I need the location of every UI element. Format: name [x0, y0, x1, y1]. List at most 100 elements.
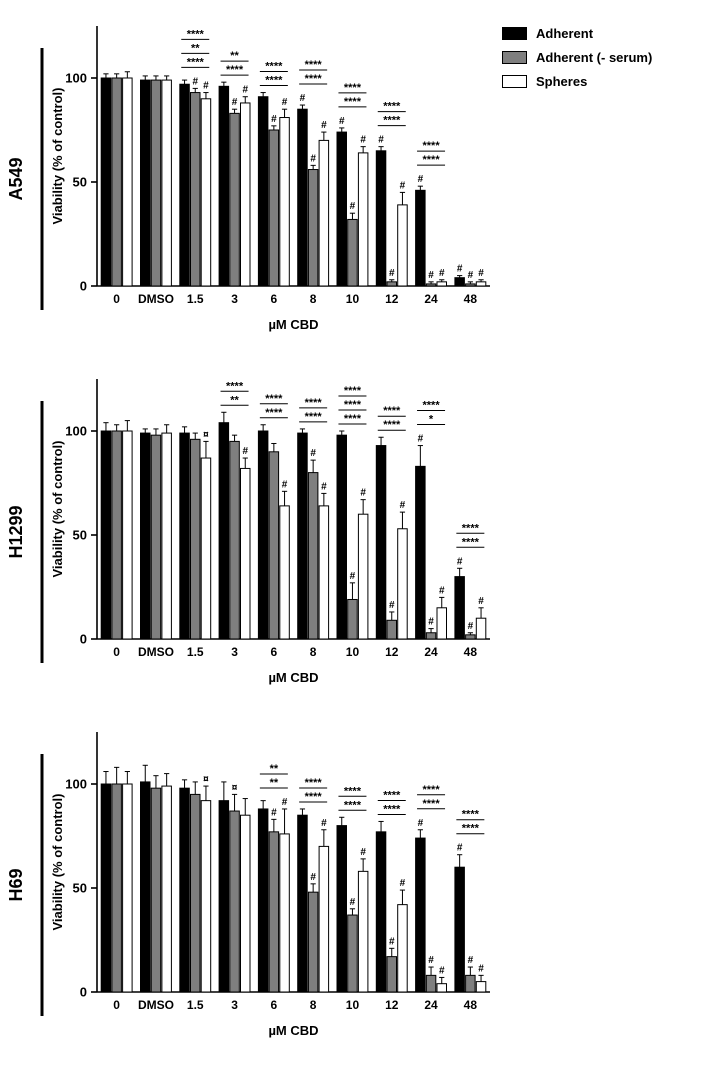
- bar: [229, 440, 240, 640]
- significance-stars: ****: [462, 536, 480, 548]
- bar: [161, 432, 172, 640]
- x-tick-label: 0: [113, 998, 120, 1012]
- significance-marker: #: [321, 481, 327, 492]
- x-tick-label: 24: [424, 645, 438, 659]
- bar: [375, 831, 387, 993]
- bar: [218, 800, 230, 993]
- significance-stars: ****: [383, 803, 401, 815]
- significance-marker: #: [389, 936, 395, 947]
- bar: [307, 472, 319, 640]
- cell-line-title: H1299: [6, 505, 26, 558]
- bar: [425, 974, 437, 993]
- bar: [111, 77, 122, 287]
- cell-line-title: H69: [6, 868, 26, 901]
- significance-stars: ****: [344, 399, 362, 411]
- legend-item-adherent-no-serum: Adherent (- serum): [502, 50, 652, 65]
- x-tick-label: 8: [310, 292, 317, 306]
- significance-marker: #: [400, 878, 406, 889]
- bar: [336, 825, 347, 993]
- significance-stars: **: [191, 42, 200, 54]
- bar: [475, 281, 487, 287]
- significance-stars: ****: [344, 385, 362, 397]
- bar: [475, 981, 487, 993]
- significance-stars: ****: [422, 784, 440, 796]
- x-axis-label: µM CBD: [268, 670, 318, 685]
- bar: [415, 837, 426, 993]
- significance-stars: ****: [383, 405, 401, 417]
- chart-a549: A549 Viability (% of control) 0 50 100 0 DMSO 1…: [6, 26, 490, 332]
- x-axis-label: µM CBD: [268, 1023, 318, 1038]
- bar: [190, 92, 201, 287]
- x-tick-label: 12: [385, 292, 399, 306]
- significance-marker: #: [271, 114, 277, 125]
- legend-swatch-adherent: [502, 27, 527, 40]
- significance-stars: ****: [305, 397, 323, 409]
- x-tick-label: 6: [271, 292, 278, 306]
- significance-stars: ****: [422, 400, 440, 412]
- significance-marker: #: [242, 85, 248, 96]
- bar: [297, 432, 308, 640]
- x-tick-label: 10: [346, 292, 360, 306]
- significance-marker: #: [350, 571, 356, 582]
- bar: [347, 218, 358, 287]
- y-tick-label: 50: [73, 175, 87, 190]
- significance-marker: #: [282, 479, 288, 490]
- significance-marker: #: [418, 174, 424, 185]
- significance-marker: #: [468, 270, 474, 281]
- significance-stars: ****: [462, 823, 480, 835]
- significance-marker: #: [242, 446, 248, 457]
- legend-item-spheres: Spheres: [502, 74, 652, 89]
- x-tick-label: 1.5: [187, 292, 204, 306]
- bar: [111, 430, 122, 640]
- significance-stars: ****: [265, 61, 283, 73]
- bar: [318, 139, 330, 287]
- significance-marker: #: [428, 617, 434, 628]
- bar: [150, 787, 162, 993]
- bar: [386, 956, 397, 993]
- bar: [465, 634, 476, 640]
- significance-marker: #: [439, 965, 445, 976]
- significance-marker: #: [428, 955, 434, 966]
- significance-marker: #: [389, 600, 395, 611]
- significance-stars: ****: [344, 82, 362, 94]
- significance-stars: *: [429, 414, 434, 426]
- significance-marker: #: [457, 556, 463, 567]
- chart-h69: H69 Viability (% of control) 0 50 100 0 DMSO 1.…: [6, 732, 490, 1038]
- bar: [140, 432, 151, 640]
- y-axis-label: Viability (% of control): [50, 794, 65, 931]
- bar: [240, 102, 251, 287]
- bar: [307, 891, 319, 993]
- legend-label-adherent-no-serum: Adherent (- serum): [536, 50, 653, 65]
- significance-marker: ¤: [232, 782, 238, 793]
- bar: [336, 434, 347, 640]
- significance-marker: #: [192, 76, 198, 87]
- significance-marker: #: [478, 596, 484, 607]
- significance-marker: #: [232, 97, 238, 108]
- significance-marker: #: [360, 847, 366, 858]
- bar: [465, 974, 476, 993]
- y-tick-label: 100: [65, 424, 87, 439]
- bar: [190, 438, 201, 640]
- bar: [161, 79, 172, 287]
- x-tick-label: 1.5: [187, 645, 204, 659]
- x-tick-label: 6: [271, 998, 278, 1012]
- bar: [415, 189, 426, 287]
- significance-stars: ****: [344, 785, 362, 797]
- bar: [200, 800, 212, 993]
- x-tick-label: 3: [231, 292, 238, 306]
- cell-line-title: A549: [6, 157, 26, 200]
- bar: [268, 831, 280, 993]
- x-tick-label: 0: [113, 645, 120, 659]
- significance-marker: #: [378, 135, 384, 146]
- bar: [111, 783, 122, 993]
- x-tick-label: 12: [385, 998, 399, 1012]
- y-tick-label: 100: [65, 71, 87, 86]
- x-tick-label: 48: [464, 292, 478, 306]
- x-tick-label: 6: [271, 645, 278, 659]
- significance-marker: #: [468, 621, 474, 632]
- bar: [268, 129, 280, 287]
- significance-stars: ****: [226, 64, 244, 76]
- x-tick-label: 10: [346, 645, 360, 659]
- bar: [397, 204, 408, 287]
